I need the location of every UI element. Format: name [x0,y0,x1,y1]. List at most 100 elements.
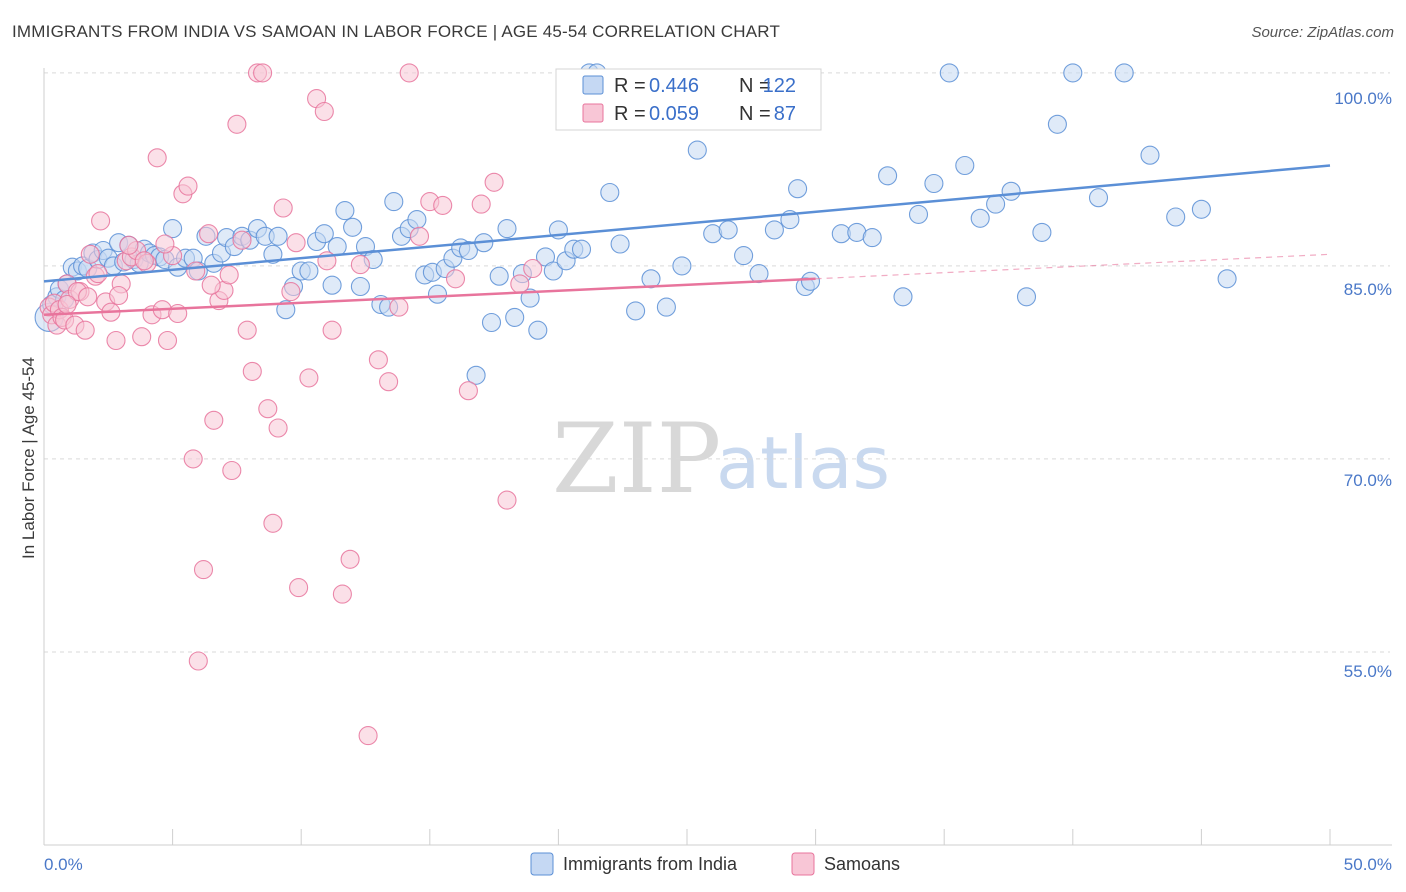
samoans-point-33 [188,651,208,671]
india-point-110 [986,194,1006,214]
india-point-40 [268,226,288,246]
india-point-120 [1191,199,1211,219]
india-point-88 [656,297,676,317]
samoans-point-52 [299,368,319,388]
india-point-25 [163,219,183,239]
india-point-103 [878,166,898,186]
india-point-114 [1047,114,1067,134]
legend-n-label-samoans: N = [739,103,771,125]
samoans-point-17 [106,330,126,351]
legend-r-label-india: R = [614,75,646,97]
series-legend: Immigrants from India Samoans [530,852,900,876]
india-point-69 [481,312,502,333]
india-point-98 [788,179,808,199]
samoans-point-36 [204,410,224,430]
samoans-point-11 [75,320,95,340]
samoans-point-34 [193,560,214,580]
samoans-point-71 [497,490,517,510]
samoans-point-50 [281,282,301,302]
samoans-point-58 [350,255,370,275]
samoans-point-22 [132,327,152,347]
data-points [34,63,1237,746]
legend-swatch-samoans [582,103,604,123]
samoans-point-72 [510,274,530,294]
samoans-point-40 [227,114,247,134]
india-point-72 [505,307,525,327]
samoans-point-85 [57,294,77,315]
samoans-point-35 [199,224,219,244]
x-tick-label-min: 0.0% [44,855,83,874]
india-point-50 [343,217,363,237]
india-trend-line [43,164,1331,283]
samoans-trend-extension [815,253,1331,280]
india-point-70 [489,266,509,286]
samoans-point-62 [389,297,409,317]
samoans-point-63 [399,63,419,83]
india-point-51 [350,276,370,297]
india-point-108 [955,155,975,176]
samoans-point-45 [253,63,273,83]
samoans-point-32 [183,449,203,469]
bottom-legend-label-samoans: Samoans [824,854,900,874]
samoans-point-48 [268,418,288,438]
source-label: Source: ZipAtlas.com [1251,24,1394,41]
samoans-point-73 [523,258,543,279]
india-point-84 [600,182,620,203]
stats-legend: R = 0.446 N = 122 R = 0.059 N = 87 [555,68,822,131]
samoans-point-59 [358,726,378,746]
samoans-point-51 [289,578,309,598]
y-tick-label-70: 70.0% [1344,471,1392,490]
samoans-point-77 [155,234,175,254]
samoans-point-83 [201,275,221,295]
samoans-point-57 [340,549,360,569]
india-point-77 [543,261,563,281]
samoans-point-25 [147,148,167,168]
chart-title: IMMIGRANTS FROM INDIA VS SAMOAN IN LABOR… [12,22,781,41]
india-point-47 [322,275,342,295]
india-point-105 [908,204,929,224]
legend-swatch-india [582,75,604,95]
india-point-104 [893,287,913,307]
samoans-point-69 [471,194,491,214]
india-point-59 [407,210,427,230]
india-point-87 [641,269,661,289]
samoans-point-86 [78,287,98,307]
samoans-point-61 [379,372,399,392]
india-point-89 [672,256,692,276]
india-point-93 [734,246,754,266]
samoans-point-79 [219,265,239,285]
india-point-75 [528,320,548,340]
india-point-41 [276,300,296,320]
india-point-117 [1114,63,1134,83]
india-point-90 [687,140,707,160]
samoans-point-70 [484,172,504,192]
india-point-67 [466,365,486,385]
legend-r-value-samoans: 0.059 [649,103,699,125]
samoans-point-56 [332,584,352,604]
bottom-legend-label-india: Immigrants from India [563,854,738,874]
samoans-point-39 [222,460,242,481]
samoans-point-80 [286,233,306,253]
samoans-point-68 [458,381,478,401]
india-point-74 [520,288,540,308]
india-point-44 [299,261,319,281]
india-point-49 [335,201,355,221]
india-point-46 [314,224,334,244]
axes [43,68,1392,846]
samoans-point-75 [109,285,129,306]
bottom-legend-swatch-samoans [791,852,815,876]
india-point-92 [718,220,738,240]
india-point-116 [1088,188,1109,208]
india-point-113 [1032,222,1052,242]
samoans-point-78 [186,261,206,281]
india-point-62 [427,284,448,304]
india-point-109 [970,208,990,228]
india-point-112 [1016,287,1037,307]
samoans-point-42 [237,320,257,340]
legend-n-value-india: 122 [763,75,796,97]
samoans-point-12 [80,244,100,264]
samoans-point-47 [263,513,283,533]
india-point-106 [924,173,944,194]
samoans-point-82 [119,235,139,255]
